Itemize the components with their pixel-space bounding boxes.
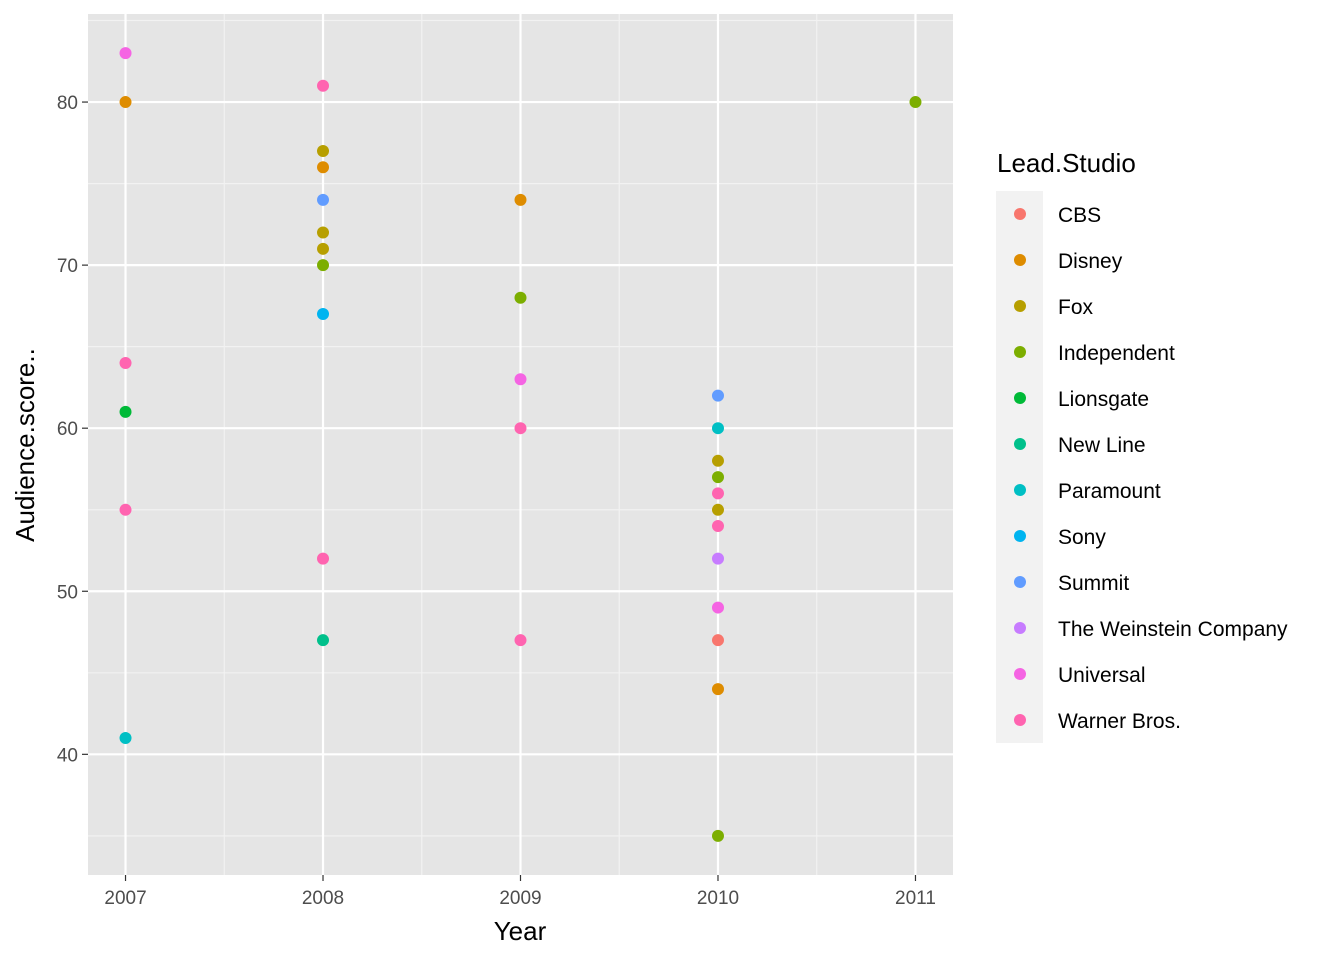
legend-label: Warner Bros. bbox=[1058, 710, 1181, 733]
legend-label: Summit bbox=[1058, 572, 1129, 595]
data-point bbox=[711, 683, 724, 696]
data-point bbox=[514, 634, 527, 647]
legend-label: The Weinstein Company bbox=[1058, 618, 1288, 641]
x-tick-label: 2009 bbox=[499, 888, 541, 909]
data-point bbox=[514, 373, 527, 386]
data-point bbox=[317, 308, 330, 321]
legend-label: Universal bbox=[1058, 664, 1146, 687]
data-point bbox=[317, 161, 330, 174]
data-point bbox=[711, 601, 724, 614]
x-axis-title: Year bbox=[494, 916, 547, 946]
data-point bbox=[711, 829, 724, 842]
data-point bbox=[514, 193, 527, 206]
data-point bbox=[317, 242, 330, 255]
data-point bbox=[119, 503, 132, 516]
data-point bbox=[317, 144, 330, 157]
legend-label: New Line bbox=[1058, 434, 1146, 457]
x-tick-label: 2011 bbox=[895, 888, 936, 909]
y-axis-title: Audience.score.. bbox=[10, 348, 40, 542]
data-point bbox=[317, 634, 330, 647]
y-tick-label: 70 bbox=[57, 256, 78, 277]
legend-label: Lionsgate bbox=[1058, 388, 1149, 411]
data-point bbox=[119, 405, 132, 418]
y-tick-label: 50 bbox=[57, 582, 78, 603]
legend-key bbox=[1014, 392, 1026, 404]
data-point bbox=[711, 520, 724, 533]
major-gridlines bbox=[88, 14, 953, 875]
legend-key bbox=[1014, 300, 1026, 312]
legend-label: Fox bbox=[1058, 296, 1094, 319]
legend-key bbox=[1014, 438, 1026, 450]
data-point bbox=[317, 193, 330, 206]
data-point bbox=[119, 47, 132, 60]
legend-label: Independent bbox=[1058, 342, 1175, 365]
legend-key bbox=[1014, 714, 1026, 726]
data-point bbox=[317, 79, 330, 92]
legend-key bbox=[1014, 622, 1026, 634]
y-axis: 40 50 60 70 80 bbox=[57, 93, 88, 766]
data-point bbox=[317, 226, 330, 239]
data-point bbox=[711, 503, 724, 516]
data-point bbox=[711, 471, 724, 484]
data-point bbox=[711, 454, 724, 467]
legend-key bbox=[1014, 254, 1026, 266]
legend-label: Paramount bbox=[1058, 480, 1161, 503]
x-axis: 2007 2008 2009 2010 2011 bbox=[104, 875, 936, 909]
legend-items: CBS Disney Fox Independent Lionsgate New Line… bbox=[1014, 204, 1288, 733]
data-point bbox=[119, 732, 132, 745]
data-point bbox=[317, 259, 330, 272]
legend-key bbox=[1014, 668, 1026, 680]
data-point bbox=[317, 552, 330, 565]
x-tick-label: 2010 bbox=[697, 888, 739, 909]
y-tick-label: 60 bbox=[57, 419, 78, 440]
legend-key bbox=[1014, 484, 1026, 496]
x-tick-label: 2007 bbox=[104, 888, 146, 909]
data-point bbox=[119, 96, 132, 109]
legend-key bbox=[1014, 530, 1026, 542]
data-point bbox=[711, 634, 724, 647]
data-point bbox=[909, 96, 922, 109]
legend-key bbox=[1014, 208, 1026, 220]
data-point bbox=[514, 291, 527, 304]
legend-key bbox=[1014, 346, 1026, 358]
legend-title: Lead.Studio bbox=[997, 148, 1136, 178]
data-point bbox=[514, 422, 527, 435]
legend-label: CBS bbox=[1058, 204, 1101, 227]
legend: Lead.Studio CBS Disney Fox Independent Lions… bbox=[996, 148, 1288, 743]
legend-key-background bbox=[996, 191, 1043, 743]
data-point bbox=[711, 487, 724, 500]
data-point bbox=[711, 389, 724, 402]
data-point bbox=[711, 552, 724, 565]
legend-label: Sony bbox=[1058, 526, 1106, 549]
legend-key bbox=[1014, 576, 1026, 588]
x-tick-label: 2008 bbox=[302, 888, 344, 909]
data-point bbox=[119, 356, 132, 369]
y-tick-label: 40 bbox=[57, 745, 78, 766]
legend-label: Disney bbox=[1058, 250, 1123, 273]
data-points bbox=[119, 47, 922, 842]
data-point bbox=[711, 422, 724, 435]
y-tick-label: 80 bbox=[57, 93, 78, 114]
